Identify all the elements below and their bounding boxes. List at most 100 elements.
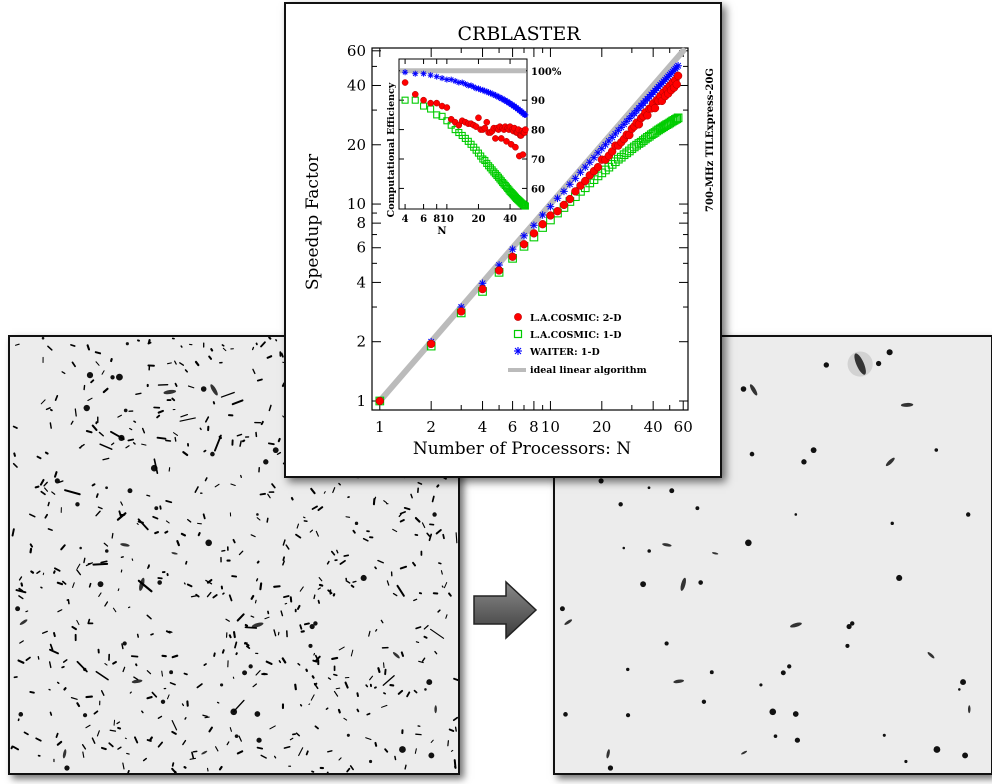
star — [205, 539, 212, 547]
cosmic-ray-hit — [71, 361, 76, 368]
cosmic-ray-hit — [205, 416, 210, 423]
inset-data-point-waiter-1-d — [433, 73, 440, 80]
cosmic-ray-hit — [269, 725, 276, 730]
cosmic-ray-hit — [13, 452, 16, 457]
data-point-l-a-cosmic-1-d — [613, 154, 623, 164]
cosmic-ray-hit — [156, 414, 161, 419]
data-point-waiter-1-d — [674, 61, 682, 70]
plot-frame — [371, 47, 689, 411]
cosmic-ray-hit — [236, 433, 243, 437]
star — [792, 711, 799, 717]
data-point-waiter-1-d — [553, 194, 562, 203]
cosmic-ray-hit — [85, 724, 91, 729]
cosmic-ray-hit — [203, 663, 207, 666]
cosmic-ray-hit — [374, 566, 377, 570]
x-tick-label: 10 — [541, 418, 560, 436]
star — [428, 752, 435, 759]
star — [810, 447, 817, 454]
cosmic-ray-hit — [121, 643, 124, 650]
cosmic-ray-hit — [308, 703, 311, 706]
inset-x-tick-label: 10 — [440, 214, 454, 225]
data-point-l-a-cosmic-1-d — [610, 157, 620, 167]
cosmic-ray-hit — [49, 648, 59, 655]
cosmic-ray-hit — [95, 361, 100, 366]
star — [354, 521, 359, 526]
cosmic-ray-hit — [152, 515, 159, 520]
cosmic-ray-hit — [256, 560, 260, 564]
star — [248, 664, 253, 669]
x-tick-label: 4 — [478, 418, 488, 436]
data-point-l-a-cosmic-2-d — [478, 284, 487, 294]
data-point-l-a-cosmic-2-d — [673, 71, 683, 80]
star — [18, 712, 24, 717]
star — [256, 513, 259, 516]
cosmic-ray-hit — [49, 643, 54, 651]
inset-data-point-l-a-cosmic-1-d — [521, 202, 529, 210]
cosmic-ray-hit — [129, 691, 132, 694]
cosmic-ray-hit — [56, 740, 63, 746]
cosmic-ray-hit — [29, 691, 35, 694]
star — [432, 512, 437, 517]
data-point-l-a-cosmic-2-d — [519, 240, 529, 249]
cosmic-ray-hit — [184, 717, 187, 720]
star — [664, 641, 669, 646]
cosmic-ray-hit — [74, 408, 77, 417]
star — [220, 683, 224, 687]
cosmic-ray-hit — [318, 577, 323, 582]
cosmic-ray-hit — [133, 736, 139, 744]
cosmic-ray-hit — [182, 739, 187, 746]
inset-data-point-l-a-cosmic-2-d — [411, 90, 419, 98]
star — [116, 373, 123, 381]
cosmic-ray-hit — [98, 592, 102, 597]
galaxy — [749, 384, 758, 396]
cosmic-ray-hit — [82, 751, 85, 758]
cosmic-ray-hit — [236, 750, 244, 755]
legend: L.A.COSMIC: 2-D L.A.COSMIC: 1-D WAITER: … — [508, 313, 647, 376]
cosmic-ray-hit — [256, 378, 263, 382]
cosmic-ray-hit — [83, 557, 86, 564]
cosmic-ray-hit — [282, 539, 286, 546]
cosmic-ray-hit — [57, 609, 63, 613]
cosmic-ray-hit — [53, 570, 56, 574]
cosmic-ray-hit — [294, 683, 297, 691]
cosmic-ray-hit — [118, 510, 122, 517]
cosmic-ray-hit — [268, 337, 272, 340]
cosmic-ray-hit — [61, 371, 66, 375]
cosmic-ray-hit — [264, 616, 270, 620]
cosmic-ray-hit — [327, 750, 333, 753]
star — [787, 664, 792, 669]
star — [845, 643, 850, 648]
cosmic-ray-hit — [336, 549, 339, 554]
cosmic-ray-hit — [423, 624, 429, 630]
cosmic-ray-hit — [165, 520, 170, 524]
cosmic-ray-hit — [222, 347, 227, 352]
inset-y-tick-label: 80 — [531, 126, 545, 137]
cosmic-ray-hit — [315, 530, 319, 537]
cosmic-ray-hit — [12, 745, 20, 751]
cosmic-ray-hit — [283, 745, 291, 749]
cosmic-ray-hit — [61, 665, 65, 669]
chart-title: CRBLASTER — [457, 23, 581, 45]
star — [769, 708, 777, 716]
cosmic-ray-hit — [246, 645, 251, 650]
data-point-l-a-cosmic-2-d — [565, 194, 575, 204]
inset-data-point-l-a-cosmic-1-d — [433, 111, 441, 119]
star — [965, 512, 971, 517]
star — [618, 502, 623, 507]
cosmic-ray-hit — [410, 493, 413, 499]
inset-data-point-l-a-cosmic-2-d — [492, 135, 499, 142]
cosmic-ray-hit — [295, 533, 302, 539]
cosmic-ray-hit — [174, 436, 177, 442]
cosmic-ray-hit — [333, 690, 339, 697]
cosmic-ray-hit — [29, 543, 34, 548]
cosmic-ray-hit — [10, 745, 14, 750]
inset-data-point-l-a-cosmic-2-d — [503, 138, 510, 145]
cosmic-ray-hit — [184, 369, 188, 373]
cosmic-ray-hit — [383, 500, 387, 504]
cosmic-ray-hit — [91, 424, 98, 431]
cosmic-ray-hit — [365, 737, 372, 741]
data-point-l-a-cosmic-2-d — [650, 103, 660, 113]
cosmic-ray-hit — [141, 443, 147, 446]
cosmic-ray-hit — [345, 580, 351, 584]
star — [962, 752, 969, 759]
